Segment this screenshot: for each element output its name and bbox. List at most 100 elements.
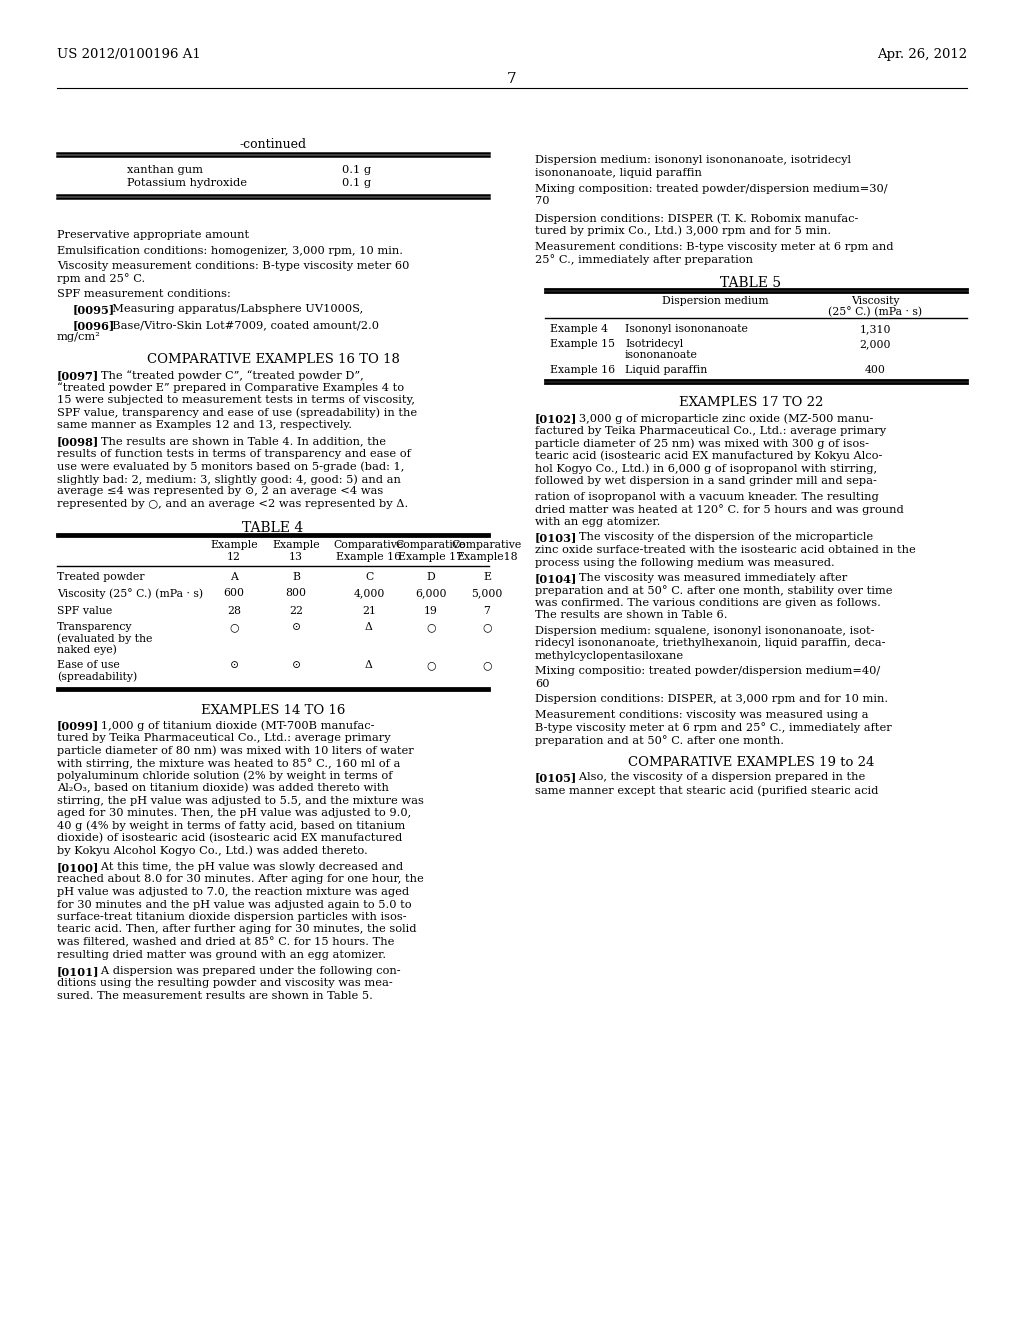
Text: 40 g (4% by weight in terms of fatty acid, based on titanium: 40 g (4% by weight in terms of fatty aci…	[57, 821, 406, 832]
Text: factured by Teika Pharmaceutical Co., Ltd.: average primary: factured by Teika Pharmaceutical Co., Lt…	[535, 425, 886, 436]
Text: 15 were subjected to measurement tests in terms of viscosity,: 15 were subjected to measurement tests i…	[57, 395, 415, 405]
Text: Example 17: Example 17	[398, 552, 464, 561]
Text: COMPARATIVE EXAMPLES 19 to 24: COMPARATIVE EXAMPLES 19 to 24	[628, 755, 874, 768]
Text: 1,310: 1,310	[859, 323, 891, 334]
Text: ○: ○	[482, 660, 492, 671]
Text: Measurement conditions: B-type viscosity meter at 6 rpm and: Measurement conditions: B-type viscosity…	[535, 242, 894, 252]
Text: EXAMPLES 14 TO 16: EXAMPLES 14 TO 16	[201, 704, 345, 717]
Text: Base/Vitro-Skin Lot#7009, coated amount/2.0: Base/Vitro-Skin Lot#7009, coated amount/…	[105, 319, 379, 330]
Text: Liquid paraffin: Liquid paraffin	[625, 366, 708, 375]
Text: Potassium hydroxide: Potassium hydroxide	[127, 178, 247, 189]
Text: 5,000: 5,000	[471, 589, 503, 598]
Text: 1,000 g of titanium dioxide (MT-700B manufac-: 1,000 g of titanium dioxide (MT-700B man…	[90, 721, 375, 731]
Text: tured by primix Co., Ltd.) 3,000 rpm and for 5 min.: tured by primix Co., Ltd.) 3,000 rpm and…	[535, 226, 831, 236]
Text: slightly bad: 2, medium: 3, slightly good: 4, good: 5) and an: slightly bad: 2, medium: 3, slightly goo…	[57, 474, 400, 484]
Text: [0100]: [0100]	[57, 862, 99, 873]
Text: pH value was adjusted to 7.0, the reaction mixture was aged: pH value was adjusted to 7.0, the reacti…	[57, 887, 410, 898]
Text: 7: 7	[483, 606, 490, 615]
Text: Example 15: Example 15	[550, 339, 615, 348]
Text: Δ: Δ	[366, 660, 373, 671]
Text: SPF value, transparency and ease of use (spreadability) in the: SPF value, transparency and ease of use …	[57, 408, 417, 418]
Text: -continued: -continued	[240, 139, 306, 150]
Text: Viscosity (25° C.) (mPa · s): Viscosity (25° C.) (mPa · s)	[57, 589, 203, 599]
Text: ditions using the resulting powder and viscosity was mea-: ditions using the resulting powder and v…	[57, 978, 393, 989]
Text: methylcyclopentasiloxane: methylcyclopentasiloxane	[535, 651, 684, 661]
Text: polyaluminum chloride solution (2% by weight in terms of: polyaluminum chloride solution (2% by we…	[57, 771, 392, 781]
Text: dioxide) of isostearic acid (isostearic acid EX manufactured: dioxide) of isostearic acid (isostearic …	[57, 833, 402, 843]
Text: 3,000 g of microparticle zinc oxide (MZ-500 manu-: 3,000 g of microparticle zinc oxide (MZ-…	[568, 413, 873, 424]
Text: 70: 70	[535, 197, 550, 206]
Text: 28: 28	[227, 606, 241, 615]
Text: US 2012/0100196 A1: US 2012/0100196 A1	[57, 48, 201, 61]
Text: TABLE 5: TABLE 5	[721, 276, 781, 290]
Text: Dispersion conditions: DISPER, at 3,000 rpm and for 10 min.: Dispersion conditions: DISPER, at 3,000 …	[535, 694, 888, 705]
Text: preparation and at 50° C. after one month.: preparation and at 50° C. after one mont…	[535, 735, 784, 746]
Text: Ease of use: Ease of use	[57, 660, 120, 671]
Text: [0095]: [0095]	[73, 305, 115, 315]
Text: with an egg atomizer.: with an egg atomizer.	[535, 517, 660, 527]
Text: ration of isopropanol with a vacuum kneader. The resulting: ration of isopropanol with a vacuum knea…	[535, 492, 879, 502]
Text: “treated powder E” prepared in Comparative Examples 4 to: “treated powder E” prepared in Comparati…	[57, 383, 404, 393]
Text: Comparative: Comparative	[396, 540, 466, 550]
Text: [0101]: [0101]	[57, 966, 99, 977]
Text: Transparency: Transparency	[57, 623, 132, 632]
Text: Treated powder: Treated powder	[57, 572, 144, 582]
Text: surface-treat titanium dioxide dispersion particles with isos-: surface-treat titanium dioxide dispersio…	[57, 912, 407, 921]
Text: Dispersion medium: squalene, isononyl isononanoate, isot-: Dispersion medium: squalene, isononyl is…	[535, 626, 874, 636]
Text: [0104]: [0104]	[535, 573, 578, 583]
Text: aged for 30 minutes. Then, the pH value was adjusted to 9.0,: aged for 30 minutes. Then, the pH value …	[57, 808, 412, 818]
Text: Example 16: Example 16	[337, 552, 401, 561]
Text: use were evaluated by 5 monitors based on 5-grade (bad: 1,: use were evaluated by 5 monitors based o…	[57, 462, 404, 473]
Text: [0105]: [0105]	[535, 772, 578, 784]
Text: Preservative appropriate amount: Preservative appropriate amount	[57, 230, 249, 240]
Text: Example18: Example18	[456, 552, 518, 561]
Text: preparation and at 50° C. after one month, stability over time: preparation and at 50° C. after one mont…	[535, 586, 893, 597]
Text: 800: 800	[286, 589, 306, 598]
Text: [0098]: [0098]	[57, 437, 99, 447]
Text: same manner except that stearic acid (purified stearic acid: same manner except that stearic acid (pu…	[535, 785, 879, 796]
Text: ○: ○	[229, 623, 239, 632]
Text: ⊙: ⊙	[292, 660, 301, 671]
Text: Δ: Δ	[366, 623, 373, 632]
Text: Isotridecyl: Isotridecyl	[625, 339, 683, 348]
Text: Comparative: Comparative	[452, 540, 522, 550]
Text: process using the following medium was measured.: process using the following medium was m…	[535, 557, 835, 568]
Text: The viscosity was measured immediately after: The viscosity was measured immediately a…	[568, 573, 847, 583]
Text: Mixing compositio: treated powder/dispersion medium=40/: Mixing compositio: treated powder/disper…	[535, 667, 881, 676]
Text: [0096]: [0096]	[73, 319, 116, 331]
Text: average ≤4 was represented by ⊙, 2 an average <4 was: average ≤4 was represented by ⊙, 2 an av…	[57, 487, 383, 496]
Text: 0.1 g: 0.1 g	[342, 178, 371, 189]
Text: 4,000: 4,000	[353, 589, 385, 598]
Text: Isononyl isononanoate: Isononyl isononanoate	[625, 323, 748, 334]
Text: SPF value: SPF value	[57, 606, 113, 615]
Text: EXAMPLES 17 TO 22: EXAMPLES 17 TO 22	[679, 396, 823, 409]
Text: ⊙: ⊙	[292, 623, 301, 632]
Text: (evaluated by the: (evaluated by the	[57, 634, 153, 644]
Text: At this time, the pH value was slowly decreased and: At this time, the pH value was slowly de…	[90, 862, 403, 873]
Text: (25° C.) (mPa · s): (25° C.) (mPa · s)	[828, 308, 922, 318]
Text: tured by Teika Pharmaceutical Co., Ltd.: average primary: tured by Teika Pharmaceutical Co., Ltd.:…	[57, 733, 390, 743]
Text: 2,000: 2,000	[859, 339, 891, 348]
Text: ridecyl isononanoate, triethylhexanoin, liquid paraffin, deca-: ridecyl isononanoate, triethylhexanoin, …	[535, 639, 886, 648]
Text: 12: 12	[227, 552, 241, 561]
Text: resulting dried matter was ground with an egg atomizer.: resulting dried matter was ground with a…	[57, 949, 386, 960]
Text: E: E	[483, 572, 490, 582]
Text: COMPARATIVE EXAMPLES 16 TO 18: COMPARATIVE EXAMPLES 16 TO 18	[146, 352, 399, 366]
Text: Al₂O₃, based on titanium dioxide) was added thereto with: Al₂O₃, based on titanium dioxide) was ad…	[57, 783, 389, 793]
Text: dried matter was heated at 120° C. for 5 hours and was ground: dried matter was heated at 120° C. for 5…	[535, 504, 904, 515]
Text: ○: ○	[426, 623, 436, 632]
Text: Comparative: Comparative	[334, 540, 404, 550]
Text: naked eye): naked eye)	[57, 644, 117, 655]
Text: ○: ○	[426, 660, 436, 671]
Text: C: C	[365, 572, 373, 582]
Text: isononanoate, liquid paraffin: isononanoate, liquid paraffin	[535, 168, 701, 177]
Text: [0097]: [0097]	[57, 370, 99, 381]
Text: A dispersion was prepared under the following con-: A dispersion was prepared under the foll…	[90, 966, 400, 975]
Text: tearic acid (isostearic acid EX manufactured by Kokyu Alco-: tearic acid (isostearic acid EX manufact…	[535, 450, 883, 461]
Text: sured. The measurement results are shown in Table 5.: sured. The measurement results are shown…	[57, 991, 373, 1001]
Text: 60: 60	[535, 678, 550, 689]
Text: The results are shown in Table 4. In addition, the: The results are shown in Table 4. In add…	[90, 437, 386, 446]
Text: hol Kogyo Co., Ltd.) in 6,000 g of isopropanol with stirring,: hol Kogyo Co., Ltd.) in 6,000 g of isopr…	[535, 463, 878, 474]
Text: zinc oxide surface-treated with the isostearic acid obtained in the: zinc oxide surface-treated with the isos…	[535, 545, 915, 554]
Text: Dispersion conditions: DISPER (T. K. Robomix manufac-: Dispersion conditions: DISPER (T. K. Rob…	[535, 213, 858, 223]
